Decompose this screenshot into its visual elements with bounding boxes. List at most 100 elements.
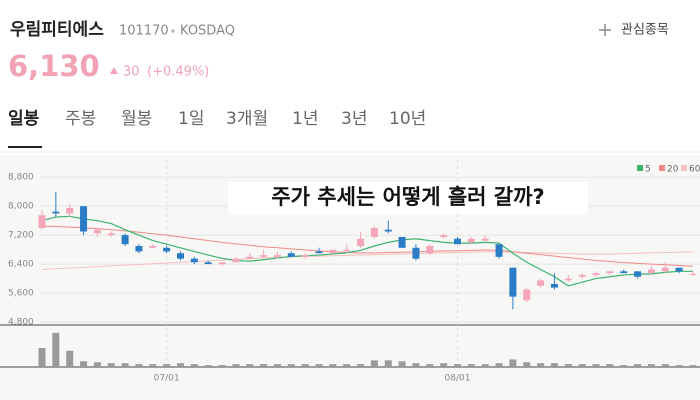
volume-bar	[426, 364, 434, 367]
volume-bar	[675, 365, 683, 367]
volume-bar	[93, 362, 101, 367]
candle-body	[232, 258, 240, 263]
candle-body	[578, 274, 586, 277]
tab[interactable]: 1일	[178, 109, 204, 129]
candle-body	[606, 271, 614, 274]
volume-bar	[343, 364, 351, 367]
candle-body	[66, 207, 74, 214]
candle-body	[121, 235, 129, 245]
price-change-pct: (+0.49%)	[147, 65, 209, 80]
candle-body	[661, 267, 669, 272]
y-tick-label: 8,000	[8, 202, 34, 212]
ma-line	[41, 251, 693, 271]
volume-bar	[260, 364, 268, 367]
candle-body	[675, 267, 683, 272]
volume-bar	[537, 363, 545, 367]
volume-bar	[329, 364, 337, 367]
candle-body	[537, 280, 545, 286]
candle-body	[343, 249, 351, 252]
chart: 4,800 5,600 6,400 7,200 8,000 8,800 07/01 08/01…	[0, 160, 700, 384]
volume-bar	[357, 364, 365, 367]
volume-bar	[592, 364, 600, 367]
tab[interactable]: 월봉	[121, 109, 152, 129]
volume-bar	[481, 364, 489, 367]
candle-body	[135, 245, 143, 252]
candle-body	[80, 206, 88, 232]
candle-body	[412, 247, 420, 259]
y-tick-label: 7,200	[8, 231, 34, 241]
tab[interactable]: 주봉	[65, 109, 96, 129]
volume-bar	[523, 362, 531, 367]
candle-body	[149, 245, 157, 248]
candle-body	[467, 238, 475, 243]
volume-bar	[398, 361, 406, 367]
volume-bar	[634, 364, 642, 367]
ma-line	[41, 225, 693, 267]
volume-bar	[550, 363, 558, 367]
volume-bar	[190, 364, 198, 367]
volume-bar	[661, 364, 669, 367]
volume-bar	[287, 364, 295, 367]
volume-bar	[620, 365, 628, 367]
volume-bar	[384, 360, 392, 367]
price-change: 30	[123, 65, 140, 80]
volume-bar	[509, 359, 517, 367]
y-tick-label: 8,800	[8, 173, 34, 183]
candle-body	[509, 267, 517, 297]
volume-bar	[107, 363, 115, 367]
watch-button[interactable]: 관심종목	[599, 23, 669, 38]
legend-label: 20	[667, 165, 679, 175]
volume-bar	[412, 363, 420, 367]
up-arrow	[110, 67, 118, 74]
volume-bar	[149, 364, 157, 367]
volume-bar	[689, 365, 697, 367]
candle-body	[107, 233, 115, 236]
x-tick-label: 07/01	[154, 374, 180, 384]
candle-body	[163, 247, 171, 252]
candle-body	[481, 238, 489, 241]
candle-body	[357, 238, 365, 246]
volume-bar	[495, 363, 503, 367]
tab[interactable]: 일봉	[8, 109, 40, 129]
candle-body	[287, 253, 295, 257]
tab[interactable]: 3개월	[226, 109, 268, 129]
candle-body	[273, 255, 281, 257]
volume-bar	[315, 364, 323, 367]
volume-bar	[204, 365, 212, 367]
separator-dot	[171, 29, 175, 33]
market: KOSDAQ	[180, 24, 235, 39]
volume-bar	[38, 348, 46, 367]
volume-bar	[218, 365, 226, 367]
candle-body	[523, 289, 531, 301]
y-tick-label: 5,600	[8, 289, 34, 299]
volume-bar	[66, 350, 74, 367]
tabs: 일봉 주봉 월봉 1일 3개월 1년 3년 10년	[8, 109, 426, 148]
candle-body	[440, 235, 448, 237]
candle-body	[550, 283, 558, 288]
candle-body	[329, 249, 337, 254]
candle-body	[204, 262, 212, 265]
tab[interactable]: 1년	[292, 109, 318, 129]
candle-body	[246, 256, 254, 259]
volume-bar	[564, 364, 572, 367]
annotation-bg	[228, 182, 588, 214]
y-tick-label: 4,800	[8, 317, 34, 327]
candle-body	[454, 238, 461, 245]
volume-bar	[467, 364, 475, 367]
candle-body	[93, 229, 101, 234]
volume-bar	[177, 363, 184, 367]
volume-bar	[606, 364, 614, 367]
volume-bar	[370, 360, 378, 367]
candle-body	[634, 271, 642, 277]
volume-bar	[80, 361, 88, 367]
volume-bar	[232, 364, 240, 367]
volume-bar	[647, 364, 655, 367]
volume-bar	[52, 332, 60, 367]
candle-body	[315, 251, 323, 254]
volume-bar	[301, 364, 309, 367]
volume-bar	[454, 364, 461, 367]
tab[interactable]: 10년	[389, 109, 426, 129]
tab[interactable]: 3년	[341, 109, 367, 129]
